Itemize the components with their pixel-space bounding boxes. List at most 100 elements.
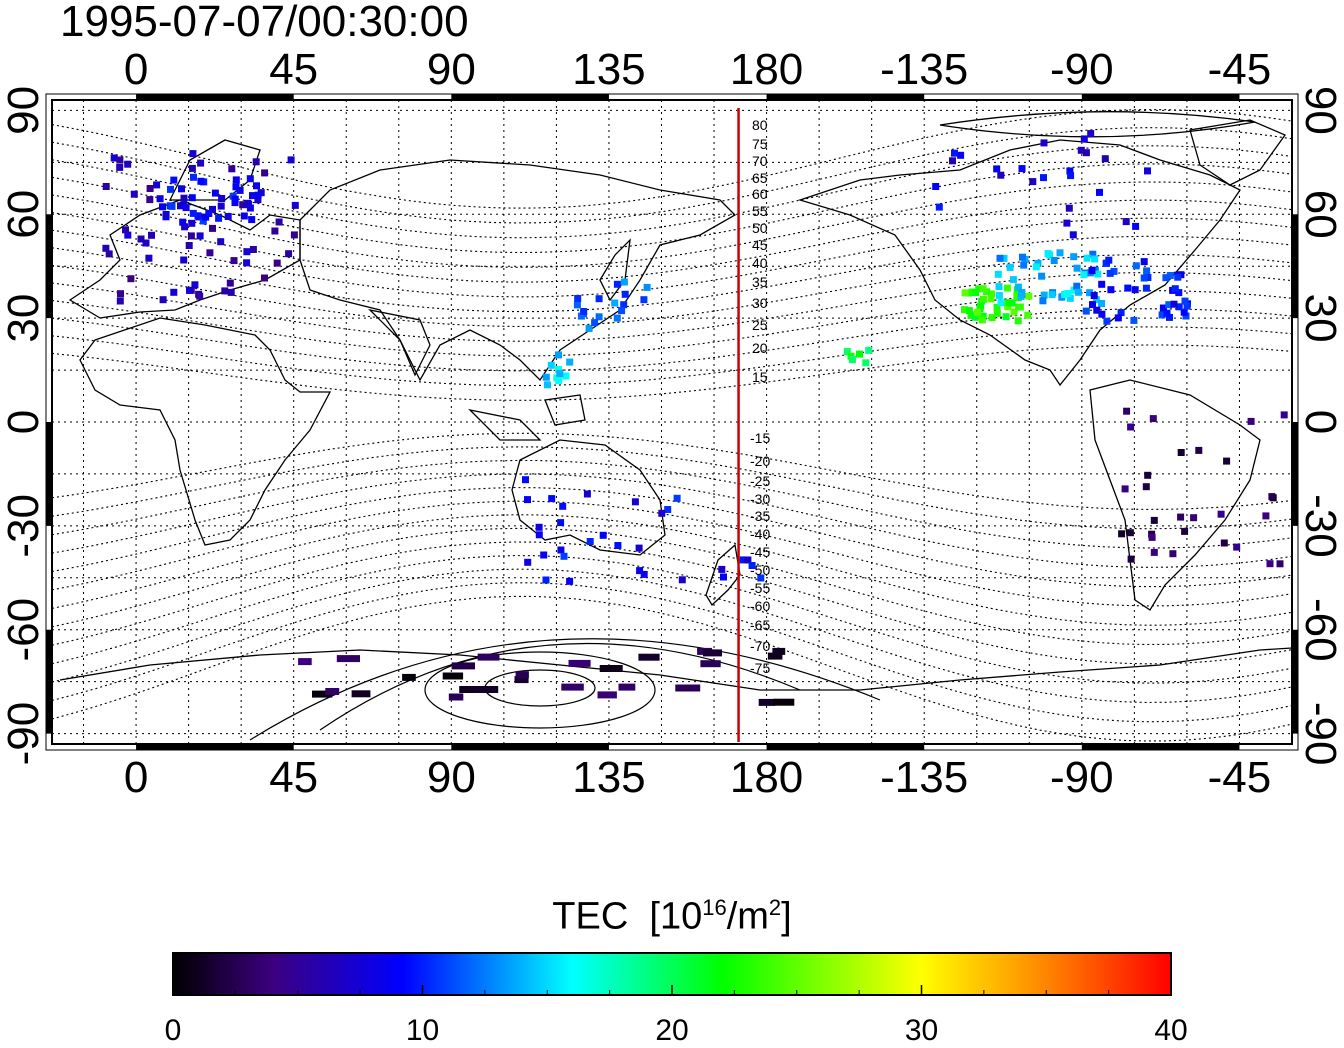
tec-cell <box>162 211 170 218</box>
tec-cell <box>664 506 672 513</box>
contour-line <box>52 446 1292 530</box>
tec-cell <box>180 194 188 202</box>
tec-cell <box>221 287 229 295</box>
tec-cell <box>638 653 660 661</box>
tec-cell <box>613 314 621 322</box>
tec-cell <box>1016 303 1024 311</box>
tec-cell <box>209 205 216 213</box>
tec-cell <box>1140 258 1148 266</box>
tec-cell <box>291 201 299 209</box>
tec-cell <box>442 672 464 680</box>
frame-tick-bars <box>46 94 1298 750</box>
tec-cell <box>249 192 256 200</box>
tec-cell <box>146 185 154 192</box>
contour-line <box>52 568 1292 703</box>
lat-tick-label: -90 <box>0 702 48 766</box>
tec-cell <box>1140 274 1148 282</box>
tec-cell <box>1093 306 1101 314</box>
tec-cell <box>181 223 189 231</box>
tec-cell <box>1144 471 1152 479</box>
tec-cell <box>599 665 623 672</box>
tec-cell <box>700 660 721 668</box>
tec-cell <box>127 275 135 283</box>
lon-tick-label: -135 <box>880 45 968 94</box>
tec-cell <box>246 204 254 212</box>
lon-tick-label: 90 <box>427 753 476 802</box>
tec-cell <box>102 183 110 190</box>
lat-tick-label: 60 <box>1296 190 1344 239</box>
lon-tick-label: -45 <box>1208 45 1272 94</box>
contour-line <box>52 459 1292 549</box>
contour-label: 55 <box>752 203 768 219</box>
tec-cell <box>351 690 371 698</box>
tec-cell <box>574 295 582 302</box>
tec-cell <box>744 556 752 564</box>
contour-label: -35 <box>750 508 770 524</box>
tec-cell <box>1080 271 1088 279</box>
tec-cell <box>635 544 643 552</box>
tec-cell <box>130 190 138 198</box>
lat-tick-label: -60 <box>1296 598 1344 662</box>
tec-cell <box>252 158 260 166</box>
contour-line <box>52 127 1292 224</box>
tec-cell <box>287 156 295 164</box>
tec-cell <box>1123 407 1131 415</box>
map-title: 1995-07-07/00:30:00 <box>60 0 469 46</box>
tec-cell <box>124 160 132 168</box>
tec-cell <box>298 658 312 666</box>
tec-cell <box>557 546 565 554</box>
tec-cell <box>1080 135 1088 143</box>
tec-cell <box>583 490 591 498</box>
tec-cell <box>1046 251 1053 259</box>
tec-cell <box>515 671 529 679</box>
tec-cell <box>1002 313 1010 321</box>
frame-bar-right <box>1292 422 1298 526</box>
tec-cell <box>1101 155 1109 163</box>
tec-cell <box>1004 303 1012 311</box>
tec-cell <box>116 156 124 164</box>
tec-cell <box>1074 288 1082 296</box>
tec-cell <box>248 216 256 224</box>
tec-cell <box>1148 533 1156 541</box>
tec-cell <box>1177 513 1185 521</box>
tec-cell <box>556 370 564 377</box>
tec-cell <box>1077 146 1085 154</box>
tec-cell <box>621 290 629 298</box>
tec-cell <box>1159 304 1167 312</box>
tec-cell <box>159 296 167 304</box>
tec-cell <box>1010 308 1018 316</box>
tec-cell <box>271 227 279 235</box>
tec-cell <box>1063 219 1071 227</box>
lat-tick-label: -30 <box>1296 494 1344 558</box>
tec-cell <box>1233 543 1241 551</box>
tec-cell <box>535 531 543 539</box>
tec-cell <box>1175 303 1183 311</box>
contour-line <box>52 344 1292 401</box>
tec-cell <box>189 150 197 158</box>
tec-cell <box>618 307 626 315</box>
tec-cell <box>188 164 196 172</box>
tec-cell <box>1127 555 1135 563</box>
lon-tick-label: 180 <box>730 45 803 94</box>
tec-cell <box>562 372 570 380</box>
tec-cell <box>1002 299 1010 307</box>
contour-label: -50 <box>750 562 770 578</box>
tec-cell <box>1066 167 1074 175</box>
contour-label: 40 <box>752 255 768 271</box>
tec-cell <box>979 312 987 320</box>
tec-cell <box>142 239 150 247</box>
tec-cell <box>987 295 995 303</box>
tec-cell <box>1065 204 1073 212</box>
tec-cell <box>1048 291 1056 299</box>
frame-bar-bottom <box>451 744 609 750</box>
tec-cell <box>459 686 474 693</box>
tec-cell <box>178 185 185 193</box>
tec-cell <box>148 231 155 239</box>
tec-cell <box>186 286 193 294</box>
tec-cell <box>1131 286 1139 294</box>
tec-cell <box>1144 274 1152 281</box>
tec-cell <box>205 210 213 217</box>
lon-axis-top: 0 45 90 135 180 -135 -90 -45 <box>124 45 1271 94</box>
tec-cell <box>290 231 298 239</box>
